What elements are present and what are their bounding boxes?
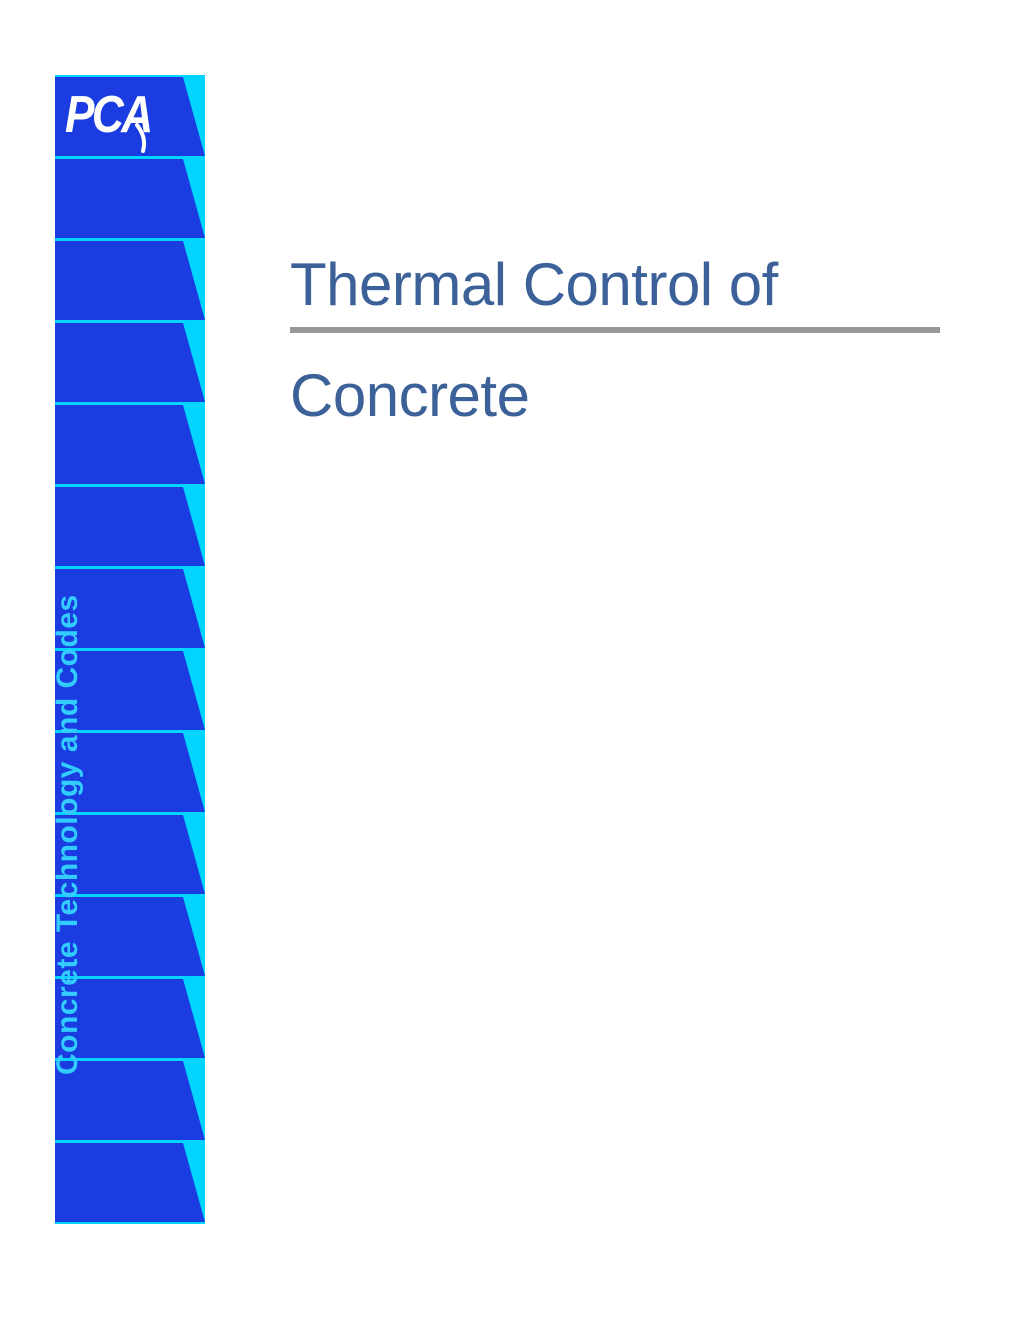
title-rule — [290, 327, 940, 333]
slide-page: PCA Concrete Technology and Codes Therma… — [0, 0, 1020, 1320]
logo-swoosh-icon — [135, 123, 175, 153]
sidebar-segment — [55, 403, 205, 486]
sidebar-segment — [55, 157, 205, 240]
main-content: Thermal Control of Concrete — [290, 250, 940, 430]
sidebar-segment — [55, 239, 205, 322]
sidebar: PCA Concrete Technology and Codes — [55, 75, 205, 1220]
title-line-1: Thermal Control of — [290, 250, 940, 319]
sidebar-segment — [55, 1141, 205, 1224]
sidebar-segment — [55, 321, 205, 404]
title-line-2: Concrete — [290, 361, 940, 430]
sidebar-vertical-text: Concrete Technology and Codes — [51, 594, 85, 1075]
sidebar-segment — [55, 485, 205, 568]
